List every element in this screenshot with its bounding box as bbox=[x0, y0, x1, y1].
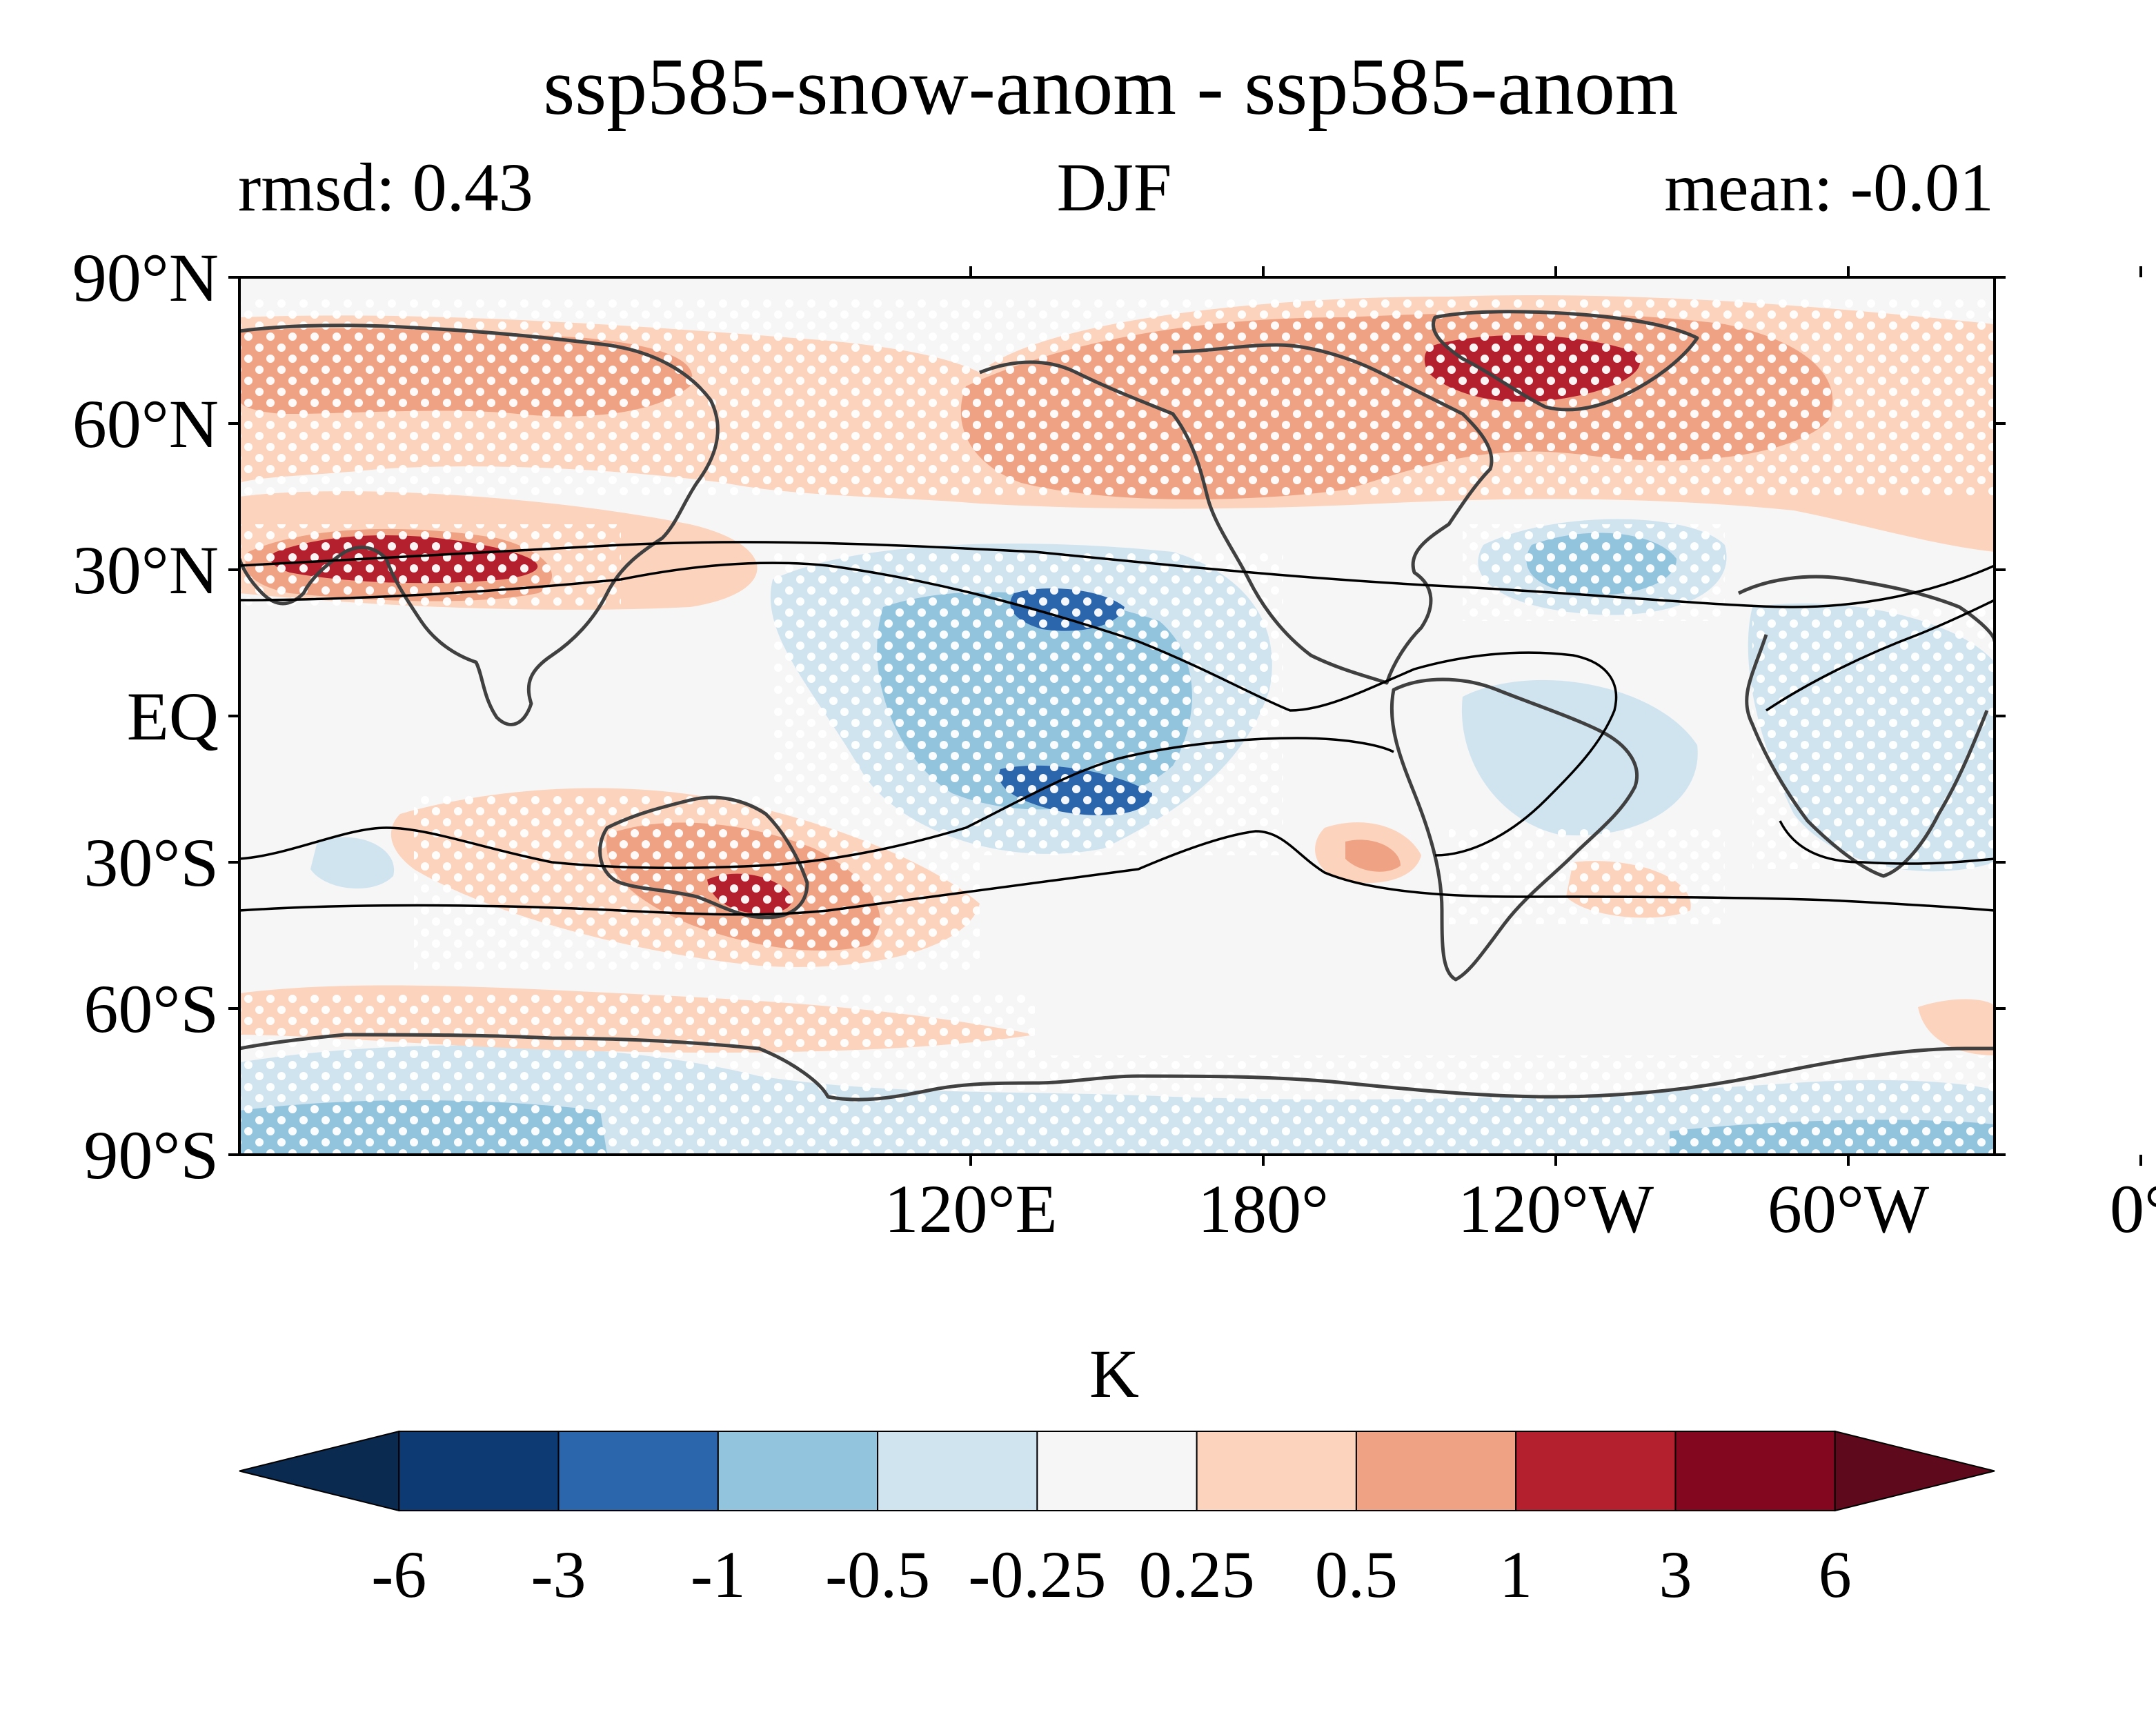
colorbar-tick-label: -6 bbox=[371, 1538, 426, 1611]
coastline-australia bbox=[598, 795, 809, 919]
colorbar-swatch bbox=[1355, 1431, 1517, 1511]
colorbar-tick-label: 3 bbox=[1659, 1538, 1692, 1611]
lat-tick-label: EQ bbox=[127, 678, 219, 755]
map-panel bbox=[238, 276, 1996, 1156]
coastlines bbox=[239, 310, 1995, 1102]
colorbar-swatch bbox=[1515, 1431, 1677, 1511]
contour-south-outer bbox=[239, 830, 1995, 916]
colorbar-tick-label: 0.25 bbox=[1139, 1538, 1255, 1611]
anomaly-red-south-pacific-east bbox=[1345, 839, 1401, 872]
anomaly-shading bbox=[239, 295, 1995, 1155]
lon-tick-label: 120°W bbox=[1458, 1171, 1654, 1247]
lat-tick-label: 90°S bbox=[83, 1117, 219, 1193]
climatology-contours bbox=[239, 541, 1995, 916]
anomaly-light-red-indian-ocean-south bbox=[1918, 999, 1995, 1055]
contour-south-inner bbox=[239, 737, 1995, 870]
colorbar-tick-label: 0.5 bbox=[1315, 1538, 1398, 1611]
colorbar-tick-label: -3 bbox=[531, 1538, 586, 1611]
lon-tick-label: 0° bbox=[2110, 1171, 2156, 1247]
lat-tick-label: 30°N bbox=[72, 532, 219, 608]
coastline-antarctica bbox=[239, 1033, 1995, 1102]
lat-tick-label: 60°N bbox=[72, 386, 219, 462]
coastline-greenland bbox=[1431, 310, 1699, 412]
coastline-north-america bbox=[979, 343, 1494, 685]
lat-tick-label: 60°S bbox=[83, 971, 219, 1047]
subtitle-season: DJF bbox=[1057, 149, 1172, 226]
colorbar-tick-label: -0.5 bbox=[825, 1538, 930, 1611]
contour-north-outer bbox=[239, 541, 1995, 608]
anomaly-light-blue-west-pacific-south bbox=[310, 837, 395, 889]
subtitle-rmsd: rmsd: 0.43 bbox=[238, 149, 533, 226]
colorbar-swatch bbox=[717, 1431, 879, 1511]
contour-north-inner bbox=[239, 561, 1995, 857]
coastline-eurasia bbox=[239, 324, 720, 726]
colorbar-swatch bbox=[1196, 1431, 1357, 1511]
colorbar-swatch bbox=[557, 1431, 719, 1511]
subtitle-mean: mean: -0.01 bbox=[1664, 149, 1994, 226]
latitude-axis: 90°N 60°N 30°N EQ 30°S 60°S 90°S bbox=[72, 239, 2006, 1193]
colorbar-swatch bbox=[877, 1431, 1038, 1511]
colorbar-tick-label: -0.25 bbox=[968, 1538, 1106, 1611]
colorbar-swatch bbox=[1036, 1431, 1198, 1511]
coastline-south-america bbox=[1389, 677, 1639, 982]
coastline-africa bbox=[1737, 575, 1995, 878]
colorbar-label: K bbox=[1089, 1335, 1139, 1412]
colorbar-tick-label: -1 bbox=[691, 1538, 746, 1611]
colorbar-extend-high bbox=[1834, 1430, 1995, 1512]
lon-tick-label: 60°W bbox=[1768, 1171, 1930, 1247]
lat-tick-label: 90°N bbox=[72, 239, 219, 316]
anomaly-light-blue-south-atlantic bbox=[1461, 679, 1698, 836]
longitude-axis: 120°E 180° 120°W 60°W 0° bbox=[884, 266, 2156, 1247]
lon-tick-label: 180° bbox=[1198, 1171, 1329, 1247]
colorbar-tick-label: 1 bbox=[1499, 1538, 1532, 1611]
colorbar: -6 -3 -1 -0.5 -0.25 0.25 0.5 1 3 6 bbox=[239, 1430, 1995, 1611]
lon-tick-label: 120°E bbox=[884, 1171, 1057, 1247]
stippling-overlay bbox=[239, 297, 1995, 1155]
colorbar-swatch bbox=[1674, 1431, 1836, 1511]
lat-tick-label: 30°S bbox=[83, 824, 219, 901]
colorbar-tick-label: 6 bbox=[1819, 1538, 1852, 1611]
figure-title: ssp585-snow-anom - ssp585-anom bbox=[543, 41, 1678, 132]
colorbar-extend-low bbox=[239, 1430, 400, 1512]
colorbar-swatch bbox=[398, 1431, 560, 1511]
